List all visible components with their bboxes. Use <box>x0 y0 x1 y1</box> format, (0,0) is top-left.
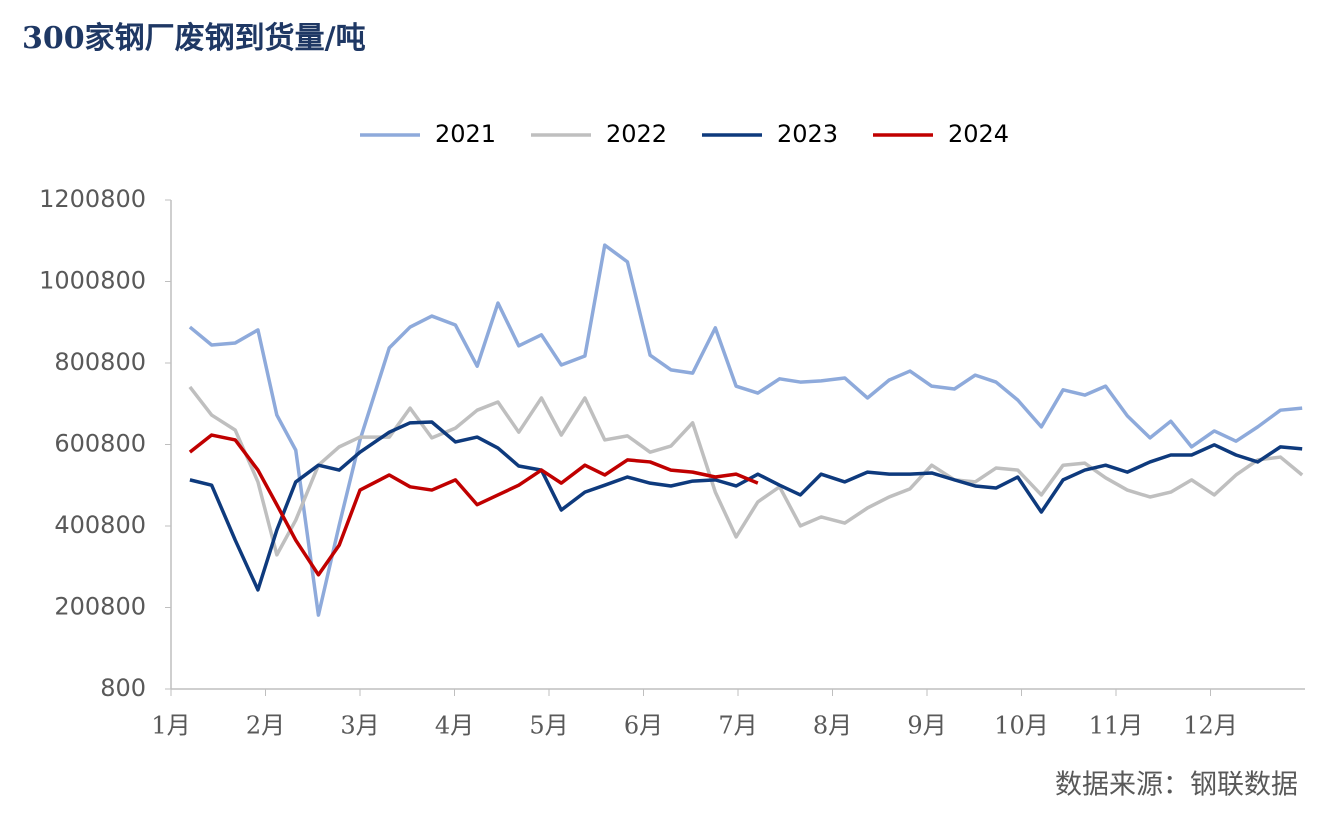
x-tick-label: 1月 <box>151 712 190 740</box>
y-tick-label: 1000800 <box>39 267 146 295</box>
series-line <box>188 433 759 577</box>
y-tick-label: 1200800 <box>39 185 146 213</box>
x-tick-label: 6月 <box>624 712 663 740</box>
x-tick-label: 12月 <box>1183 712 1238 740</box>
series-line <box>188 385 1304 557</box>
x-tick-label: 5月 <box>529 712 568 740</box>
legend-label: 2023 <box>777 120 838 148</box>
legend-label: 2021 <box>435 120 496 148</box>
x-tick-label: 2月 <box>246 712 285 740</box>
y-tick-label: 200800 <box>54 593 146 621</box>
x-tick-label: 11月 <box>1089 712 1144 740</box>
legend-label: 2024 <box>948 120 1009 148</box>
legend-label: 2022 <box>606 120 667 148</box>
source-note: 数据来源：钢联数据 <box>1055 770 1298 801</box>
chart-title: 300家钢厂废钢到货量/吨 <box>22 21 366 56</box>
x-tick-label: 8月 <box>813 712 852 740</box>
y-tick-label: 400800 <box>54 511 146 539</box>
x-tick-label: 10月 <box>994 712 1049 740</box>
series-line <box>188 243 1303 617</box>
y-tick-label: 800 <box>100 674 146 702</box>
x-tick-label: 9月 <box>907 712 946 740</box>
x-tick-label: 3月 <box>340 712 379 740</box>
y-tick-label: 600800 <box>54 430 146 458</box>
x-tick-label: 7月 <box>718 712 757 740</box>
x-tick-label: 4月 <box>435 712 474 740</box>
y-tick-label: 800800 <box>54 348 146 376</box>
